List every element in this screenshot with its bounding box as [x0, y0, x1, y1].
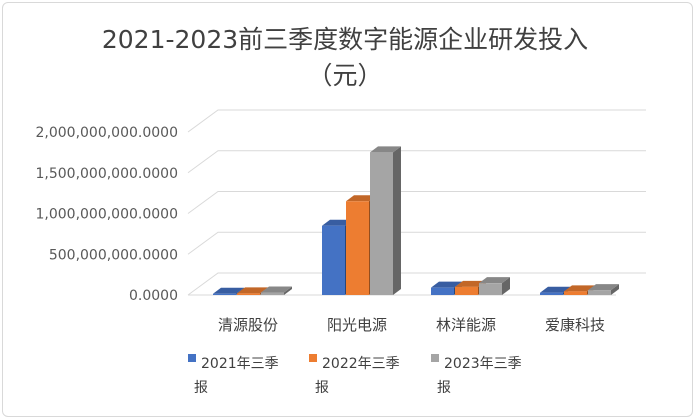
- bar-top: [431, 281, 462, 288]
- legend: 2021年三季报 2022年三季报 2023年三季报: [188, 354, 522, 396]
- bar-top: [588, 284, 619, 291]
- legend-item: 2023年三季报: [431, 354, 522, 396]
- legend-item: 2022年三季报: [309, 354, 400, 396]
- bar: [261, 286, 292, 295]
- bar-front: [455, 286, 478, 295]
- bar-side: [502, 277, 510, 295]
- gridline: [187, 231, 646, 255]
- y-tick-label: 2,000,000,000.0000: [35, 125, 178, 141]
- category-label: 林洋能源: [436, 316, 496, 334]
- gridlines: [187, 109, 646, 296]
- gridline: [187, 109, 646, 133]
- bar-front: [588, 290, 611, 295]
- y-tick-label: 500,000,000.0000: [49, 247, 178, 263]
- bar-top: [346, 195, 377, 202]
- bar-top: [564, 285, 595, 292]
- bar-front: [370, 152, 393, 295]
- y-tick-label: 0.0000: [129, 288, 178, 304]
- bar-front: [346, 201, 369, 295]
- chart-title-unit: （元）: [307, 61, 382, 90]
- bar: [588, 284, 619, 295]
- bar: [370, 146, 401, 295]
- y-axis-ticks: 0.0000 500,000,000.0000 1,000,000,000.0000…: [35, 125, 178, 304]
- bar-front: [213, 293, 236, 295]
- bar-front: [564, 291, 587, 295]
- bar: [479, 277, 510, 295]
- category-label: 爱康科技: [545, 316, 605, 334]
- legend-swatch: [431, 354, 439, 362]
- y-tick-label: 1,500,000,000.0000: [35, 166, 178, 182]
- bar-top: [213, 287, 244, 294]
- bar-top: [455, 280, 486, 287]
- legend-swatch: [309, 354, 317, 362]
- legend-item: 2021年三季报: [188, 354, 279, 396]
- bar-top: [479, 277, 510, 284]
- category-label: 清源股份: [218, 316, 278, 334]
- category-label: 阳光电源: [327, 316, 387, 334]
- bar-top: [322, 219, 353, 226]
- bar-side: [611, 284, 619, 295]
- bar-front: [431, 287, 454, 295]
- legend-swatch: [188, 354, 196, 362]
- bars: [213, 146, 619, 295]
- bar-top: [261, 286, 292, 293]
- legend-label: 2023年三季报: [437, 356, 522, 396]
- bar-front: [540, 292, 563, 295]
- bar-top: [540, 286, 571, 293]
- x-axis-categories: 清源股份 阳光电源 林洋能源 爱康科技: [218, 316, 605, 334]
- legend-label: 2022年三季报: [315, 356, 400, 396]
- gridline: [187, 272, 646, 296]
- bar-front: [237, 293, 260, 295]
- bar-front: [479, 283, 502, 295]
- bar-top: [237, 287, 268, 294]
- bar-top: [370, 146, 401, 153]
- gridline: [187, 150, 646, 174]
- bar-side: [393, 146, 401, 295]
- chart-title: 2021-2023前三季度数字能源企业研发投入: [102, 25, 588, 54]
- bar-front: [261, 292, 284, 295]
- bar-front: [322, 225, 345, 295]
- y-tick-label: 1,000,000,000.0000: [35, 207, 178, 223]
- gridline: [187, 191, 646, 214]
- legend-label: 2021年三季报: [194, 356, 279, 396]
- bar-side: [284, 286, 292, 295]
